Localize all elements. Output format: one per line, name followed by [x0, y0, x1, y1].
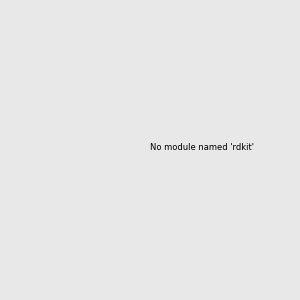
Text: No module named 'rdkit': No module named 'rdkit': [150, 143, 254, 152]
